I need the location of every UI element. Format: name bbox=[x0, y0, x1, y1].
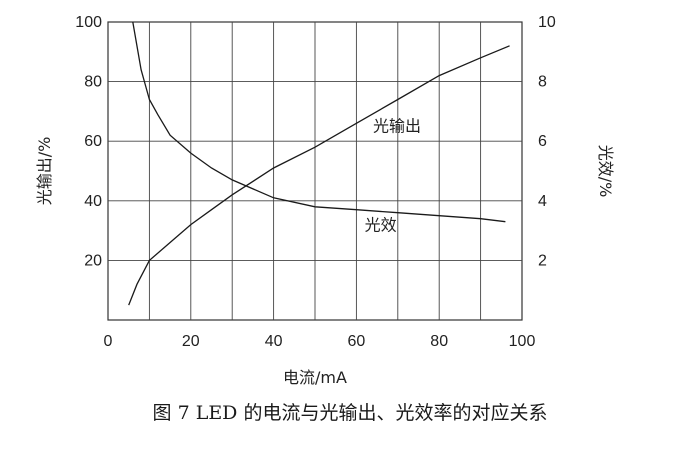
y-left-tick-label: 20 bbox=[84, 252, 102, 269]
series-lines bbox=[128, 21, 510, 306]
x-tick-label: 0 bbox=[104, 333, 113, 350]
series-line-light-output bbox=[128, 45, 510, 306]
series-label-light-output: 光输出 bbox=[373, 116, 421, 135]
x-tick-label: 80 bbox=[430, 333, 448, 350]
y-right-tick-label: 6 bbox=[538, 133, 547, 150]
y-left-tick-label: 80 bbox=[84, 74, 102, 91]
y-axis-label-right: 光效/% bbox=[596, 145, 615, 198]
x-tick-label: 20 bbox=[182, 333, 200, 350]
y-right-tick-label: 2 bbox=[538, 252, 547, 269]
y-left-tick-label: 60 bbox=[84, 133, 102, 150]
series-line-efficiency bbox=[132, 21, 506, 223]
x-tick-label: 60 bbox=[348, 333, 366, 350]
y-left-tick-label: 40 bbox=[84, 193, 102, 210]
y-right-tick-label: 10 bbox=[538, 14, 556, 31]
x-tick-label: 100 bbox=[509, 333, 536, 350]
series-label-efficiency: 光效 bbox=[365, 216, 397, 235]
x-tick-label: 40 bbox=[265, 333, 283, 350]
y-left-tick-label: 100 bbox=[75, 14, 102, 31]
figure-caption: 图 7 LED 的电流与光输出、光效率的对应关系 bbox=[152, 402, 548, 424]
x-axis-label: 电流/mA bbox=[283, 368, 347, 387]
tick-labels: 0 20 40 60 80 100 20 40 60 80 100 2 4 6 8 10 bbox=[75, 14, 556, 350]
y-axis-label-left: 光输出/% bbox=[35, 137, 54, 206]
y-right-tick-label: 8 bbox=[538, 74, 547, 91]
y-right-tick-label: 4 bbox=[538, 193, 547, 210]
